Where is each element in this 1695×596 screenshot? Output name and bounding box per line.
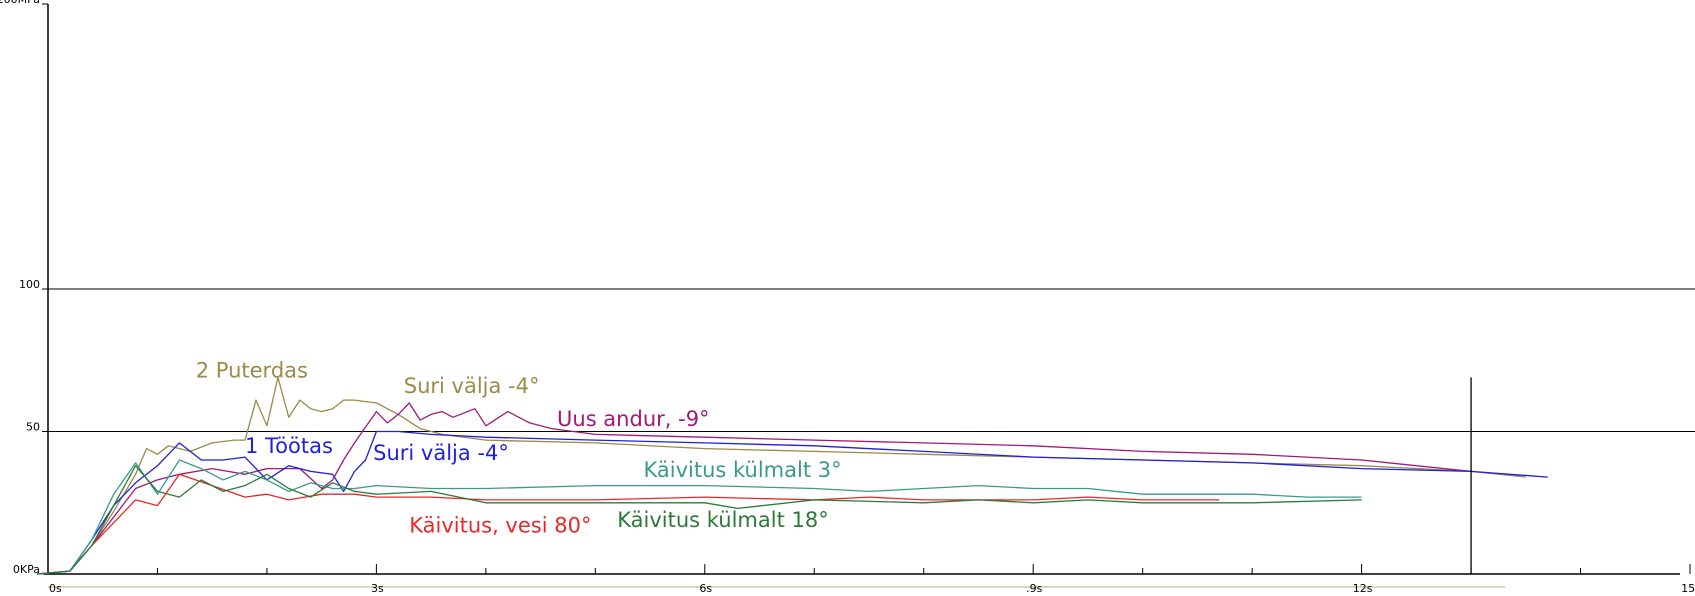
y-ticks: 0KPa 50 100 200MPa <box>0 0 48 576</box>
x-ticks: 0s 3s 6s .9s 12s 15s <box>47 564 1695 595</box>
series-lines <box>37 376 1548 575</box>
annotation-label: Suri välja -4° <box>373 441 509 465</box>
series-line-1 <box>37 376 1526 575</box>
y-tick-label: 50 <box>26 421 40 434</box>
x-tick-label: 15s <box>1681 582 1695 595</box>
y-tick-label: 0KPa <box>13 563 40 576</box>
x-tick-label: 3s <box>371 582 384 595</box>
y-tick-label: 100 <box>19 278 40 291</box>
annotation-label: Uus andur, -9° <box>557 407 710 431</box>
x-tick-label: 6s <box>699 582 712 595</box>
annotation-label: Käivitus külmalt 18° <box>617 508 828 532</box>
annotations: 2 Puterdas Suri välja -4° Uus andur, -9° 1 … <box>196 358 842 537</box>
x-tick-label: 0s <box>49 582 62 595</box>
x-tick-label: 12s <box>1353 582 1373 595</box>
series-line-5 <box>37 459 1362 575</box>
y-tick-label: 200MPa <box>0 0 40 6</box>
annotation-label: Suri välja -4° <box>404 374 540 398</box>
annotation-label: 1 Töötas <box>245 434 333 458</box>
series-line-6 <box>37 465 1362 575</box>
x-tick-label: .9s <box>1026 582 1042 595</box>
annotation-label: Käivitus külmalt 3° <box>643 458 841 482</box>
series-line-2 <box>37 402 1472 575</box>
series-line-4 <box>37 473 1220 575</box>
grid-lines <box>48 288 1695 432</box>
series-line-3 <box>37 430 1548 575</box>
annotation-label: 2 Puterdas <box>196 358 308 382</box>
annotation-label: Käivitus, vesi 80° <box>409 514 591 538</box>
